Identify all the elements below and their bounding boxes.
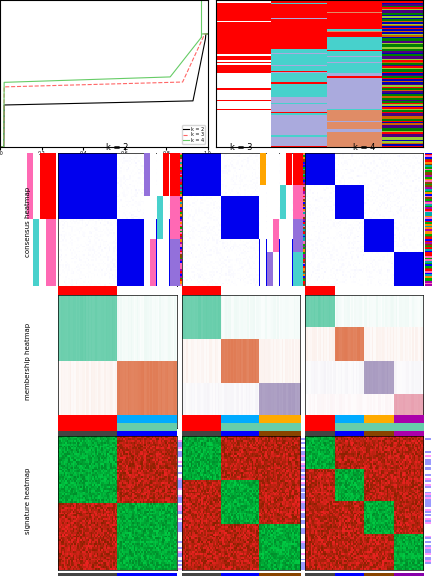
Title: k = 2: k = 2 bbox=[106, 143, 129, 152]
X-axis label: consensus value [x]: consensus value [x] bbox=[79, 162, 128, 166]
Text: signature heatmap: signature heatmap bbox=[25, 468, 31, 534]
Legend: k = 2, k = 3, k = 4: k = 2, k = 3, k = 4 bbox=[182, 125, 205, 145]
Title: k = 3: k = 3 bbox=[229, 143, 252, 152]
Title: k = 4: k = 4 bbox=[353, 143, 375, 152]
Text: membership heatmap: membership heatmap bbox=[25, 323, 31, 400]
Text: consensus heatmap: consensus heatmap bbox=[25, 187, 31, 257]
